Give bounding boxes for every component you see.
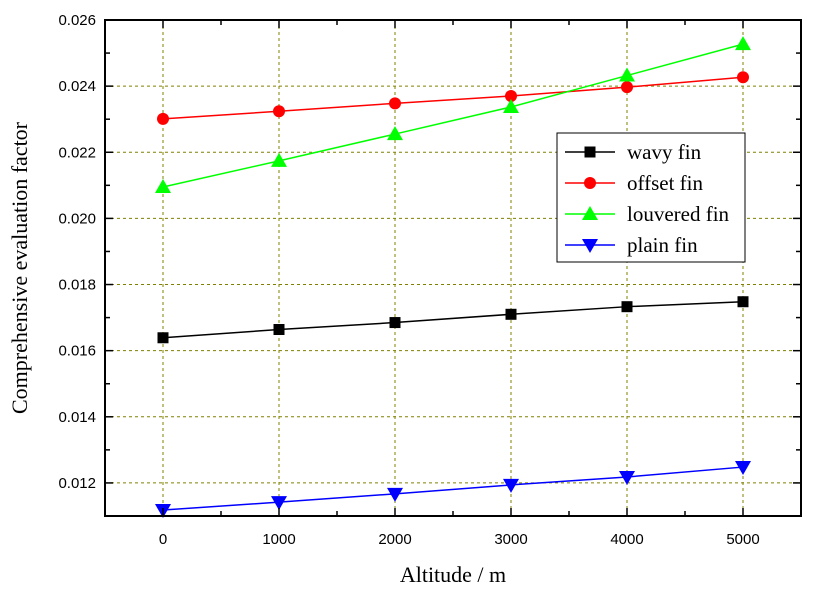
legend-label-plain-fin: plain fin [627, 233, 698, 257]
ticks: 0 1000 2000 3000 4000 5000 0.012 0.014 0.016 0.01… [58, 12, 802, 548]
legend-marker-plain-fin [582, 239, 598, 253]
data-point-offset-fin [273, 105, 285, 118]
x-tick-label: 0 [159, 531, 167, 548]
legend-marker-offset-fin [584, 177, 596, 189]
y-tick-label: 0.018 [58, 277, 96, 294]
data-point-wavy-fin [621, 301, 633, 313]
data-point-wavy-fin [157, 332, 169, 344]
series-line-plain-fin [162, 466, 744, 511]
legend-label-wavy-fin: wavy fin [627, 140, 702, 164]
data-point-plain-fin [619, 470, 635, 485]
data-point-louvered-fin [503, 98, 519, 113]
y-tick-label: 0.020 [58, 210, 96, 227]
x-tick-label: 4000 [610, 531, 643, 548]
y-tick-label: 0.012 [58, 475, 96, 492]
data-point-wavy-fin [389, 317, 401, 329]
y-tick-label: 0.014 [58, 409, 96, 426]
legend: wavy fin offset fin louvered fin plain fin [556, 132, 746, 263]
data-point-plain-fin [387, 487, 403, 502]
series-group [155, 36, 751, 519]
data-point-wavy-fin [273, 324, 285, 336]
x-tick-label: 5000 [726, 531, 759, 548]
legend-marker-wavy-fin [584, 146, 596, 158]
legend-label-offset-fin: offset fin [627, 171, 704, 195]
data-point-wavy-fin [505, 308, 517, 320]
x-tick-label: 3000 [494, 531, 527, 548]
grid [105, 19, 801, 516]
data-point-louvered-fin [387, 126, 403, 141]
series-line-louvered-fin [162, 43, 744, 188]
series-line-offset-fin [162, 76, 744, 120]
y-tick-label: 0.022 [58, 144, 96, 161]
data-point-plain-fin [503, 478, 519, 493]
data-point-louvered-fin [155, 178, 171, 193]
data-point-plain-fin [271, 496, 287, 511]
data-point-wavy-fin [737, 296, 749, 308]
data-point-louvered-fin [619, 67, 635, 82]
data-point-louvered-fin [271, 152, 287, 167]
data-point-offset-fin [737, 71, 749, 84]
y-tick-label: 0.016 [58, 343, 96, 360]
data-point-offset-fin [621, 81, 633, 94]
data-point-offset-fin [157, 112, 169, 125]
y-tick-label: 0.024 [58, 78, 96, 95]
y-axis-label: Comprehensive evaluation factor [7, 121, 32, 414]
data-point-offset-fin [505, 90, 517, 103]
y-tick-label: 0.026 [58, 12, 96, 29]
x-tick-label: 2000 [378, 531, 411, 548]
data-point-plain-fin [735, 461, 751, 476]
legend-marker-louvered-fin [582, 206, 598, 220]
plot-frame [104, 19, 802, 517]
series-line-wavy-fin [162, 300, 744, 339]
data-point-louvered-fin [735, 36, 751, 51]
x-tick-label: 1000 [262, 531, 295, 548]
legend-label-louvered-fin: louvered fin [627, 202, 730, 226]
x-axis-label: Altitude / m [400, 562, 506, 587]
data-point-offset-fin [389, 97, 401, 110]
